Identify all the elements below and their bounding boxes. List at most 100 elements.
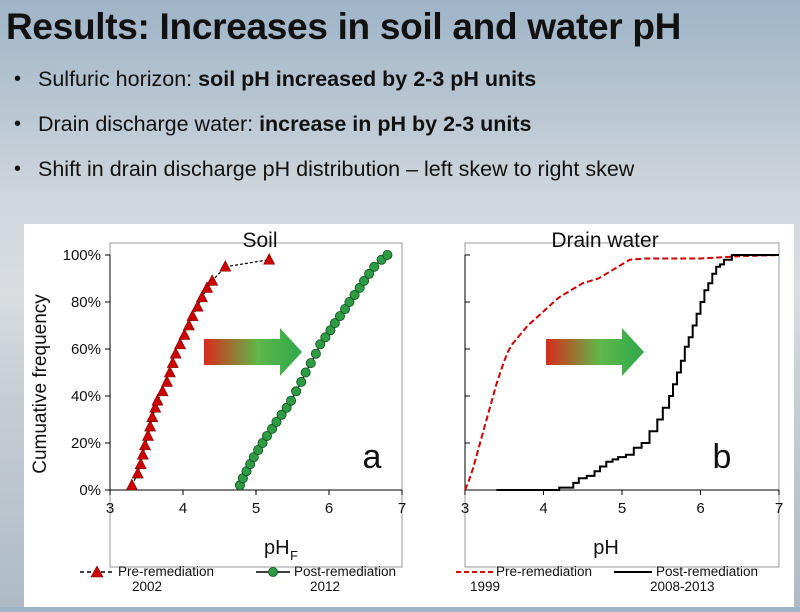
chart-a-pre-triangle-point [186, 309, 199, 321]
chart-a-post-circle-point [320, 332, 331, 343]
legend-a: Pre-remediation 2002 Post-remediation 20… [80, 564, 396, 594]
chart-b-x-tick-label: 5 [618, 500, 626, 517]
chart-a-post-circle-point [315, 339, 326, 350]
chart-a-pre-triangle-point [144, 419, 157, 432]
chart-a-pre-triangle-point [195, 290, 208, 303]
bullet-dot: • [14, 113, 22, 135]
legend-a-pre-line1: Pre-remediation [118, 564, 214, 579]
chart-a-post-circle-point [340, 304, 351, 315]
chart-a-post-circle-point [344, 297, 355, 308]
chart-a-post-circle-point [291, 386, 302, 397]
chart-a-pre-triangle-point [178, 328, 191, 340]
chart-a-pre-triangle-point [182, 318, 195, 331]
chart-a-post-circle-point [354, 282, 365, 293]
bullet-normal-text: Drain discharge water: [38, 112, 260, 136]
chart-a-pre-triangle-point [151, 394, 164, 406]
chart-a-post-circle-point [296, 376, 307, 387]
chart-a-post-circle-point [329, 318, 340, 329]
chart-a-title: Soil [242, 229, 277, 252]
chart-a-post-circle-point [382, 249, 393, 260]
chart-a-pre-triangle-point [136, 448, 149, 460]
legend-b-pre: Pre-remediation 1999 [456, 564, 592, 594]
chart-panel: Soil Cumuative frequency a pH F 3 4 5 6 7 0% 2… [24, 224, 794, 607]
chart-a-post-circle-point [349, 289, 360, 300]
chart-a-pre-triangle-point [174, 337, 187, 350]
legend-a-pre: Pre-remediation 2002 [80, 564, 214, 594]
chart-b-panel-letter: b [713, 438, 732, 476]
chart-b-xlabel: pH [593, 537, 619, 559]
legend-b-post: Post-remediation 2008-2013 [614, 564, 758, 594]
chart-a-y-tick-label: 0% [79, 482, 101, 499]
chart-a-post-circle-point [369, 261, 380, 272]
chart-a-post-circle-point [334, 311, 345, 322]
chart-a-pre-triangle-point [166, 356, 179, 368]
chart-a-post-circle-point [276, 409, 287, 420]
chart-a-post-circle-point [305, 358, 316, 369]
bullet-item: • Drain discharge water: increase in pH b… [12, 109, 634, 154]
chart-a-panel-letter: a [363, 438, 382, 476]
chart-a-x-tick-label: 7 [398, 500, 406, 517]
bullet-item: • Shift in drain discharge pH distributio… [12, 154, 634, 199]
legend-a-post-line1: Post-remediation [294, 564, 396, 579]
chart-a-x-tick-label: 6 [325, 500, 333, 517]
chart-b-x-tick-label: 4 [539, 500, 547, 517]
chart-a-pre-triangle-point [163, 365, 176, 378]
legend-circle-marker [268, 567, 278, 577]
chart-a-xlabel-main: pH [264, 537, 290, 559]
chart-a-y-tick-label: 40% [71, 388, 101, 405]
legend-b-post-line2: 2008-2013 [650, 579, 715, 594]
chart-a-post-circle-point [359, 275, 370, 286]
legend-b-pre-line1: Pre-remediation [496, 564, 592, 579]
chart-a-pre-triangle-point [141, 429, 154, 441]
bullet-dot: • [14, 158, 22, 180]
chart-a-pre-triangle-point [191, 300, 204, 312]
plot-area-b [464, 242, 780, 568]
chart-a-y-tick-label: 20% [71, 435, 101, 452]
chart-a-post-circle-point [300, 367, 311, 378]
chart-a-y-tick-label: 80% [71, 294, 101, 311]
chart-b-series-0-line [464, 254, 780, 491]
legend-b-pre-line2: 1999 [470, 579, 500, 594]
chart-a-post-circle-point [310, 348, 321, 359]
bullet-list: • Sulfuric horizon: soil pH increased by … [12, 64, 634, 199]
chart-a-pre-triangle-point [263, 253, 276, 265]
chart-a-post-circle-point [261, 430, 272, 441]
bullet-normal-text: Sulfuric horizon: [38, 67, 199, 91]
chart-a-x-tick-label: 3 [106, 500, 114, 517]
chart-a-x-tick-label: 5 [252, 500, 260, 517]
chart-a-pre-triangle-point [131, 466, 144, 479]
bullet-bold-text: soil pH increased by 2-3 pH units [198, 67, 537, 91]
chart-b-series-1-line [496, 254, 779, 491]
chart-b-x-tick-label: 7 [775, 500, 783, 517]
chart-a-pre-triangle-point [134, 457, 147, 469]
chart-a-post-circle-point [281, 402, 292, 413]
legend-b: Pre-remediation 1999 Post-remediation 20… [456, 564, 758, 594]
chart-a-pre-triangle-point [169, 347, 182, 359]
shift-arrow-b [546, 328, 644, 376]
bullet-normal-text: Shift in drain discharge pH distribution… [38, 157, 635, 181]
chart-a-pre-triangle-point [219, 260, 232, 272]
legend-a-pre-line2: 2002 [132, 579, 162, 594]
chart-a-xlabel: pH F [264, 537, 298, 563]
chart-a-pre-triangle-point [156, 384, 169, 397]
chart-a-y-tick-label: 60% [71, 341, 101, 358]
chart-b: Drain water b pH 3 4 5 6 7 [461, 229, 783, 568]
chart-a-post-circle-point [267, 423, 278, 434]
bullet-item: • Sulfuric horizon: soil pH increased by … [12, 64, 634, 109]
chart-a-pre-triangle-point [139, 438, 152, 451]
slide-title: Results: Increases in soil and water pH [6, 6, 682, 47]
legend-a-post: Post-remediation 2012 [256, 564, 396, 594]
chart-b-x-tick-label: 3 [461, 500, 469, 517]
chart-a-y-tick-label: 100% [63, 247, 101, 264]
chart-a-xlabel-sub: F [290, 548, 298, 563]
chart-a-pre-triangle-point [146, 410, 159, 422]
bullet-bold-text: increase in pH by 2-3 units [259, 112, 532, 136]
legend-b-post-line1: Post-remediation [656, 564, 758, 579]
chart-a-post-circle-point [364, 268, 375, 279]
shift-arrow-a [204, 328, 302, 376]
chart-b-title: Drain water [551, 229, 658, 252]
chart-a-pre-triangle-point [160, 375, 173, 387]
bullet-dot: • [14, 68, 22, 90]
chart-a-pre-triangle-point [149, 401, 162, 413]
chart-a-x-tick-label: 4 [179, 500, 187, 517]
